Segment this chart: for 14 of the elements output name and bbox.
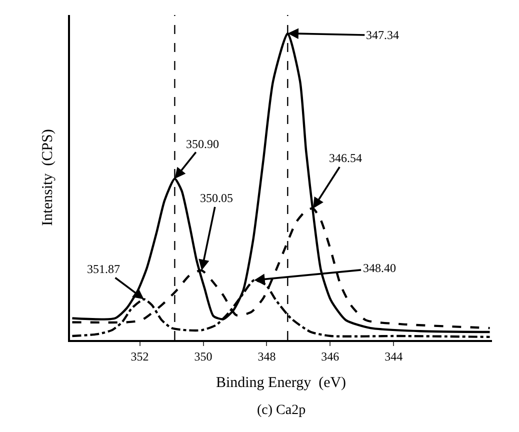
annotation: 350.90 (186, 137, 219, 151)
annotation: 348.40 (363, 261, 396, 275)
x-tick-label: 350 (194, 349, 212, 364)
annotation: 347.34 (366, 28, 399, 42)
x-tick-label: 346 (321, 349, 340, 364)
annotation: 350.05 (200, 191, 233, 205)
x-tick-label: 348 (258, 349, 276, 364)
y-axis-title: Intensity (CPS) (40, 129, 56, 226)
text: (c) Ca2p (257, 403, 306, 418)
annotation: 346.54 (329, 151, 362, 165)
x-tick-label: 352 (130, 349, 149, 364)
x-axis-title: Binding Energy (eV) (216, 374, 346, 391)
annotation: 351.87 (87, 262, 120, 276)
x-tick-label: 344 (384, 349, 403, 364)
